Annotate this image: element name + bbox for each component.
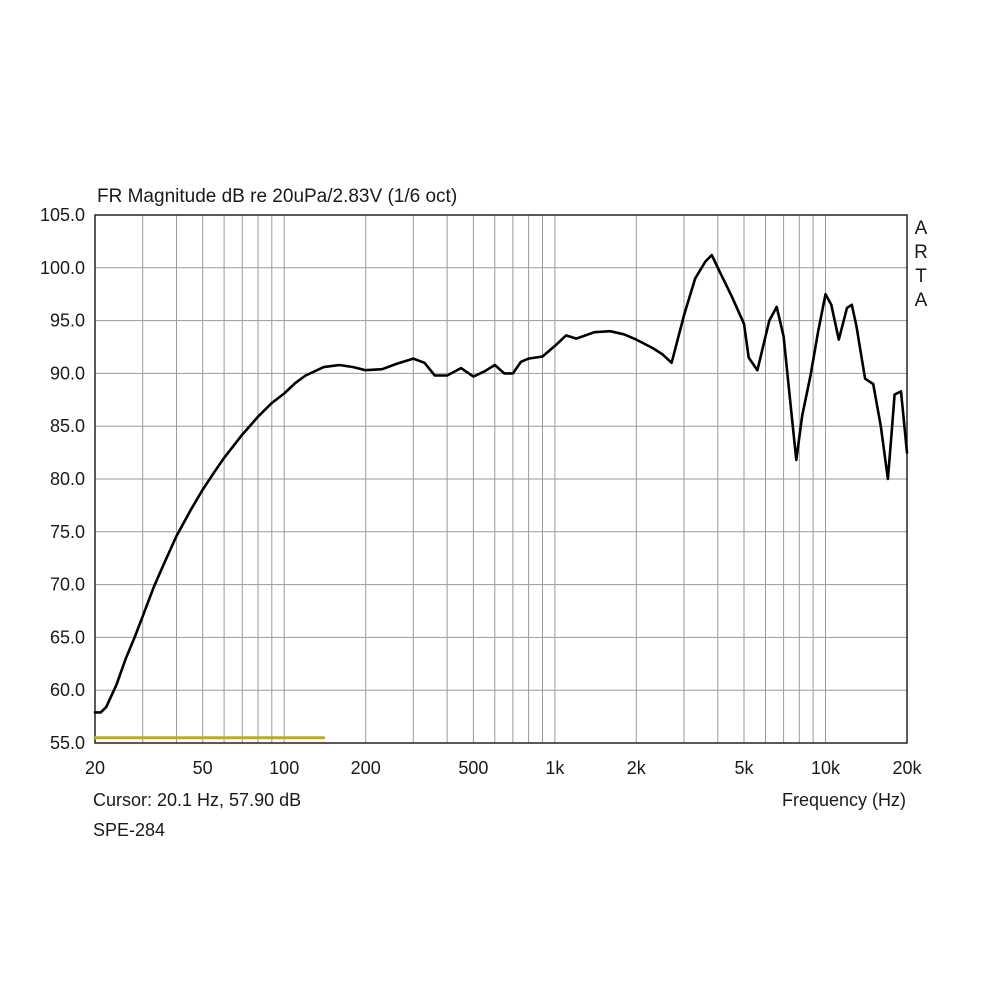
arta-letter-4: A <box>915 290 928 311</box>
x-tick-label: 2k <box>627 758 647 778</box>
chart-title: FR Magnitude dB re 20uPa/2.83V (1/6 oct) <box>97 186 457 207</box>
x-tick-label: 500 <box>458 758 488 778</box>
y-tick-label: 95.0 <box>50 311 85 331</box>
y-tick-label: 65.0 <box>50 627 85 647</box>
x-tick-label: 10k <box>811 758 841 778</box>
plot-frame <box>94 214 908 744</box>
series-layer <box>93 253 909 740</box>
frequency-response-line <box>93 253 909 714</box>
y-tick-label: 100.0 <box>40 258 85 278</box>
y-tick-label: 55.0 <box>50 733 85 753</box>
y-tick-label: 70.0 <box>50 575 85 595</box>
x-tick-label: 50 <box>193 758 213 778</box>
y-tick-label: 75.0 <box>50 522 85 542</box>
y-tick-label: 60.0 <box>50 680 85 700</box>
y-tick-label: 90.0 <box>50 363 85 383</box>
x-tick-label: 200 <box>351 758 381 778</box>
y-tick-label: 105.0 <box>40 205 85 225</box>
grid-lines <box>95 215 907 743</box>
arta-letter-3: T <box>915 266 927 287</box>
x-tick-labels: 20 50 100 200 500 1k 2k 5k 10k 20k <box>85 758 923 778</box>
x-tick-label: 5k <box>734 758 754 778</box>
arta-letter-1: A <box>915 218 928 239</box>
y-tick-label: 85.0 <box>50 416 85 436</box>
x-tick-label: 100 <box>269 758 299 778</box>
footer-name: SPE-284 <box>93 820 165 840</box>
arta-letter-2: R <box>914 242 928 263</box>
arta-label: A R T A <box>914 218 928 311</box>
x-tick-label: 1k <box>545 758 565 778</box>
x-tick-label: 20 <box>85 758 105 778</box>
y-tick-label: 80.0 <box>50 469 85 489</box>
cursor-readout: Cursor: 20.1 Hz, 57.90 dB <box>93 790 301 810</box>
x-axis-label: Frequency (Hz) <box>782 790 906 810</box>
y-tick-labels: 105.0 100.0 95.0 90.0 85.0 80.0 75.0 70.0 65.0 60… <box>40 205 85 753</box>
x-tick-label: 20k <box>892 758 922 778</box>
